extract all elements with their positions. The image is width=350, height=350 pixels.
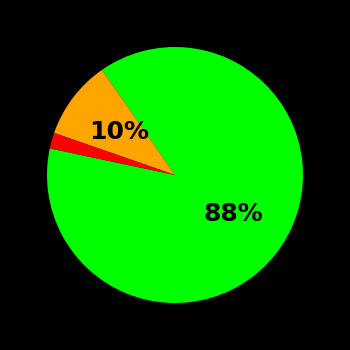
Wedge shape	[47, 47, 303, 303]
Wedge shape	[50, 133, 175, 175]
Text: 88%: 88%	[204, 202, 264, 226]
Text: 10%: 10%	[89, 120, 149, 145]
Wedge shape	[54, 70, 175, 175]
